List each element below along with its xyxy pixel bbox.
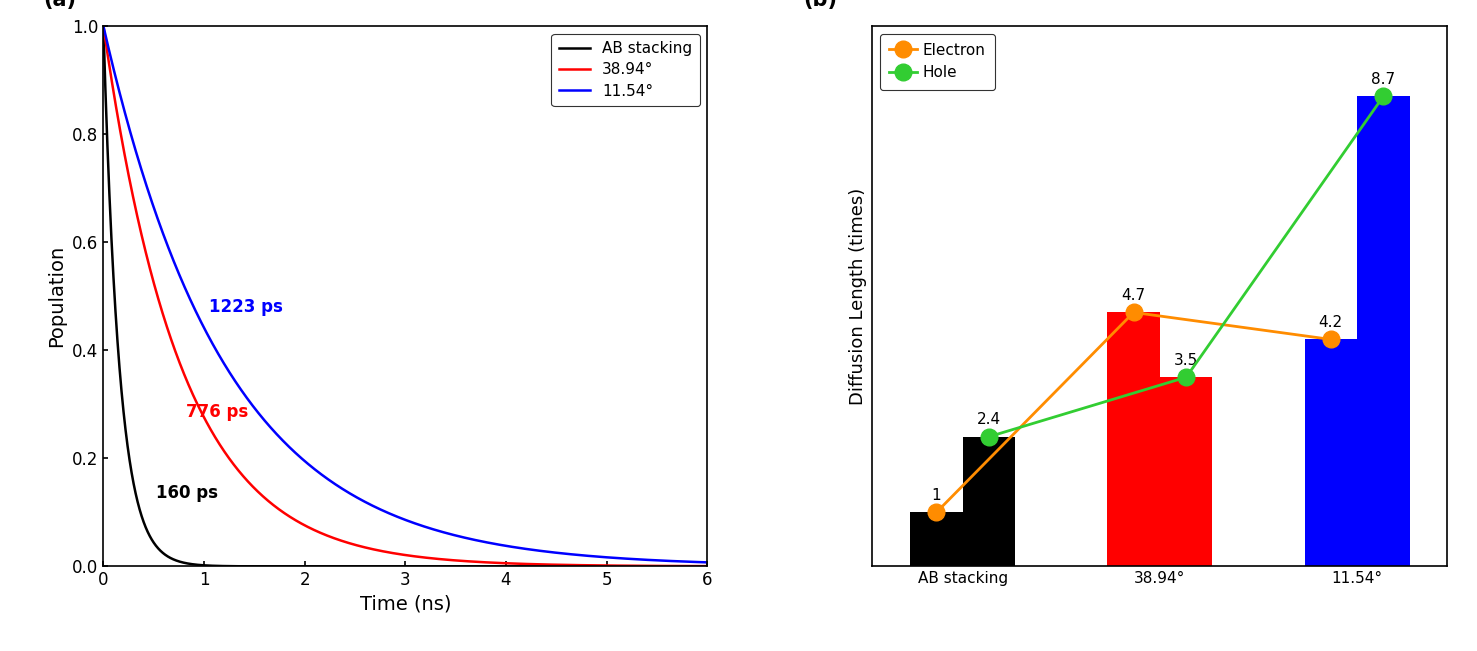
11.54° <box>95 22 112 30</box>
38.94° <box>687 562 705 570</box>
Text: 1223 ps: 1223 ps <box>210 298 284 316</box>
Hole <box>981 433 998 441</box>
Electron <box>1322 335 1340 343</box>
Text: 3.5: 3.5 <box>1174 353 1198 368</box>
Text: 4.7: 4.7 <box>1121 288 1146 303</box>
Bar <box>1159 378 1213 566</box>
Text: 1: 1 <box>932 488 941 503</box>
Text: 776 ps: 776 ps <box>186 404 248 421</box>
11.54° <box>199 331 217 339</box>
Line: AB stacking: AB stacking <box>103 26 707 566</box>
Line: Hole: Hole <box>981 88 1391 445</box>
AB stacking <box>353 562 371 570</box>
Legend: AB stacking, 38.94°, 11.54°: AB stacking, 38.94°, 11.54° <box>551 34 700 106</box>
Text: 8.7: 8.7 <box>1371 72 1396 87</box>
Text: (a): (a) <box>43 0 75 10</box>
AB stacking <box>95 22 112 30</box>
Line: 11.54°: 11.54° <box>103 26 707 562</box>
38.94° <box>353 542 371 550</box>
Text: (b): (b) <box>803 0 837 10</box>
Hole <box>1177 374 1195 381</box>
AB stacking <box>622 562 640 570</box>
Y-axis label: Population: Population <box>47 245 66 348</box>
11.54° <box>687 558 705 566</box>
Bar <box>1304 339 1357 566</box>
38.94° <box>326 534 344 542</box>
11.54° <box>164 254 182 262</box>
11.54° <box>326 480 344 488</box>
Line: Electron: Electron <box>928 304 1340 521</box>
AB stacking <box>699 562 716 570</box>
38.94° <box>622 562 640 570</box>
Bar <box>1357 96 1409 566</box>
Bar <box>963 437 1015 566</box>
AB stacking <box>687 562 705 570</box>
11.54° <box>622 555 640 563</box>
38.94° <box>95 22 112 30</box>
Line: 38.94°: 38.94° <box>103 26 707 566</box>
Text: 2.4: 2.4 <box>976 412 1001 427</box>
Legend: Electron, Hole: Electron, Hole <box>880 34 995 90</box>
11.54° <box>699 559 716 566</box>
Bar <box>910 512 963 566</box>
38.94° <box>699 562 716 570</box>
Electron <box>1125 309 1143 316</box>
Hole <box>1375 92 1393 100</box>
Electron <box>928 508 945 516</box>
38.94° <box>199 421 217 429</box>
38.94° <box>164 339 182 346</box>
AB stacking <box>326 562 344 570</box>
X-axis label: Time (ns): Time (ns) <box>359 595 450 614</box>
Text: 4.2: 4.2 <box>1319 314 1343 329</box>
AB stacking <box>199 562 217 570</box>
Bar <box>1108 312 1159 566</box>
11.54° <box>353 496 371 504</box>
Text: 160 ps: 160 ps <box>155 484 217 503</box>
AB stacking <box>164 555 182 562</box>
Y-axis label: Diffusion Length (times): Diffusion Length (times) <box>849 187 867 405</box>
